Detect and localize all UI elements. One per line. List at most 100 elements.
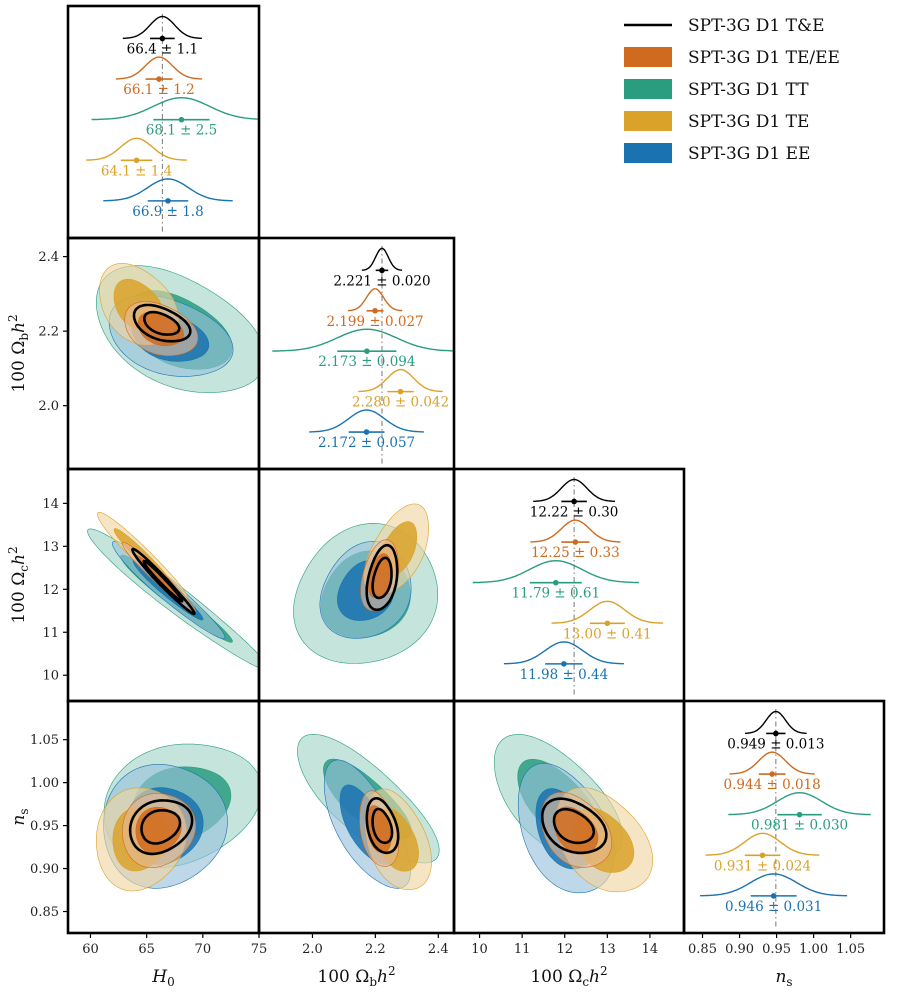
mean-label-teee: 12.25 ± 0.33	[531, 545, 620, 561]
diag-panel-ombh2: 2.221 ± 0.020 2.199 ± 0.027 2.173 ± 0.094 2…	[272, 246, 454, 465]
mean-marker-tt	[364, 348, 370, 354]
axis-label-part: 100 Ω	[317, 967, 369, 987]
panel-ns-vs-ombh2	[297, 733, 440, 891]
legend-swatch	[624, 47, 672, 67]
x-axis-label-ombh2: 100 Ωbh2	[317, 964, 395, 989]
y-axis-label-ombh2: 100 Ωbh2	[6, 314, 31, 392]
mean-marker-teee	[156, 76, 162, 82]
x-tick-label: 12	[556, 942, 573, 957]
mean-marker-teee	[572, 539, 579, 545]
legend-swatch	[624, 111, 672, 131]
contour-68-tande	[371, 807, 394, 845]
x-tick-label: 65	[138, 942, 155, 957]
mean-marker-tt	[178, 116, 185, 123]
panel-ns-vs-omch2	[493, 734, 654, 894]
posterior-curve-tt	[272, 328, 454, 352]
mean-label-ee: 66.9 ± 1.8	[132, 204, 203, 220]
y-tick-label: 2.0	[38, 399, 59, 414]
diag-panel-omch2: 12.22 ± 0.30 12.25 ± 0.33 11.79 ± 0.61 13.0…	[472, 477, 664, 697]
x-tick-label: 2.2	[365, 942, 386, 957]
legend-label: SPT-3G D1 TT	[688, 80, 809, 100]
axis-label-part: 100 Ω	[9, 341, 29, 393]
y-tick-label: 0.95	[30, 819, 59, 834]
axis-label-part: s	[786, 975, 792, 989]
x-axis-label-H0: H0	[151, 967, 174, 989]
posterior-curve-teee	[347, 288, 403, 312]
mean-marker-teee	[372, 307, 378, 314]
y-tick-label: 1.00	[30, 776, 59, 791]
legend-label: SPT-3G D1 TE	[688, 112, 809, 132]
x-tick-label: 1.00	[799, 942, 828, 957]
axis-label-part: 2	[388, 964, 396, 978]
axis-label-part: c	[582, 975, 589, 989]
x-tick-label: 1.05	[836, 942, 865, 957]
y-tick-label: 11	[42, 626, 59, 641]
contour-95-tande	[365, 543, 399, 612]
x-tick-label: 13	[599, 942, 616, 957]
mean-marker-tt	[796, 811, 803, 818]
mean-label-te: 2.221 ± 0.020	[333, 273, 430, 289]
y-tick-label: 10	[42, 669, 59, 684]
contour-68-tande	[552, 807, 596, 845]
contour-95-tande	[131, 547, 196, 616]
axis-label-part: h	[377, 967, 388, 987]
posterior-curve-tt	[728, 791, 871, 816]
x-tick-label: 70	[195, 942, 212, 957]
y-tick-label: 14	[42, 497, 59, 512]
posterior-curve-te	[705, 832, 820, 856]
posterior-curve-te	[745, 710, 807, 734]
mean-marker-te	[571, 498, 577, 505]
x-tick-label: 60	[82, 942, 99, 957]
mean-label-te: 0.949 ± 0.013	[727, 736, 824, 752]
mean-label-tt: 68.1 ± 2.5	[146, 123, 217, 139]
legend-label: SPT-3G D1 EE	[688, 144, 810, 164]
panel-omch2-vs-H0	[87, 511, 259, 669]
mean-marker-ee	[561, 661, 567, 667]
axis-label-part: b	[17, 333, 31, 341]
x-tick-label: 75	[251, 942, 268, 957]
axis-label-part: h	[9, 554, 29, 565]
panel-frame	[682, 699, 886, 935]
diag-panel-ns: 0.949 ± 0.013 0.944 ± 0.018 0.981 ± 0.030 0…	[700, 709, 871, 929]
axis-label-part: 2	[6, 314, 20, 322]
mean-marker-te	[397, 388, 404, 395]
mean-marker-te	[133, 157, 140, 164]
axis-label-part: h	[9, 322, 29, 333]
axis-label-part: n	[775, 967, 786, 987]
legend-label: SPT-3G D1 TE/EE	[688, 48, 840, 68]
y-tick-label: 2.2	[38, 325, 59, 340]
mean-label-tt: 2.173 ± 0.094	[318, 354, 415, 370]
mean-marker-ee	[165, 198, 171, 204]
mean-marker-te	[379, 267, 385, 274]
x-tick-label: 0.90	[725, 942, 754, 957]
mean-label-te: 13.00 ± 0.41	[563, 626, 652, 642]
mean-label-teee: 66.1 ± 1.2	[123, 82, 194, 98]
x-tick-label: 0.85	[688, 942, 717, 957]
contour-95-tande	[128, 799, 194, 856]
panel-ns-vs-H0	[96, 743, 259, 892]
contour-68-tande	[142, 310, 181, 336]
posterior-curve-teee	[729, 751, 815, 775]
panel-omch2-vs-ombh2	[293, 503, 439, 664]
contour-95-tande	[132, 303, 192, 343]
mean-label-te: 64.1 ± 1.4	[101, 163, 172, 179]
legend-swatch	[624, 143, 672, 163]
x-axis-label-omch2: 100 Ωch2	[530, 964, 607, 989]
posterior-curve-ee	[103, 178, 233, 202]
axis-label-part: b	[369, 975, 377, 989]
axis-label-part: H	[151, 967, 168, 987]
axis-label-part: 100 Ω	[9, 572, 29, 624]
posterior-curve-tt	[472, 559, 639, 584]
y-tick-label: 0.85	[30, 905, 59, 920]
posterior-curve-teee	[115, 56, 203, 80]
y-tick-label: 2.4	[38, 250, 59, 265]
posterior-curve-te	[551, 600, 664, 624]
mean-label-teee: 0.944 ± 0.018	[724, 777, 821, 793]
y-axis-label-omch2: 100 Ωch2	[6, 546, 31, 623]
panel-ombh2-vs-H0	[95, 263, 259, 394]
y-tick-label: 1.05	[30, 733, 59, 748]
posterior-curve-te	[361, 247, 403, 271]
posterior-curve-te	[122, 15, 202, 39]
contour-68-tande	[142, 559, 184, 603]
y-tick-label: 13	[42, 540, 59, 555]
